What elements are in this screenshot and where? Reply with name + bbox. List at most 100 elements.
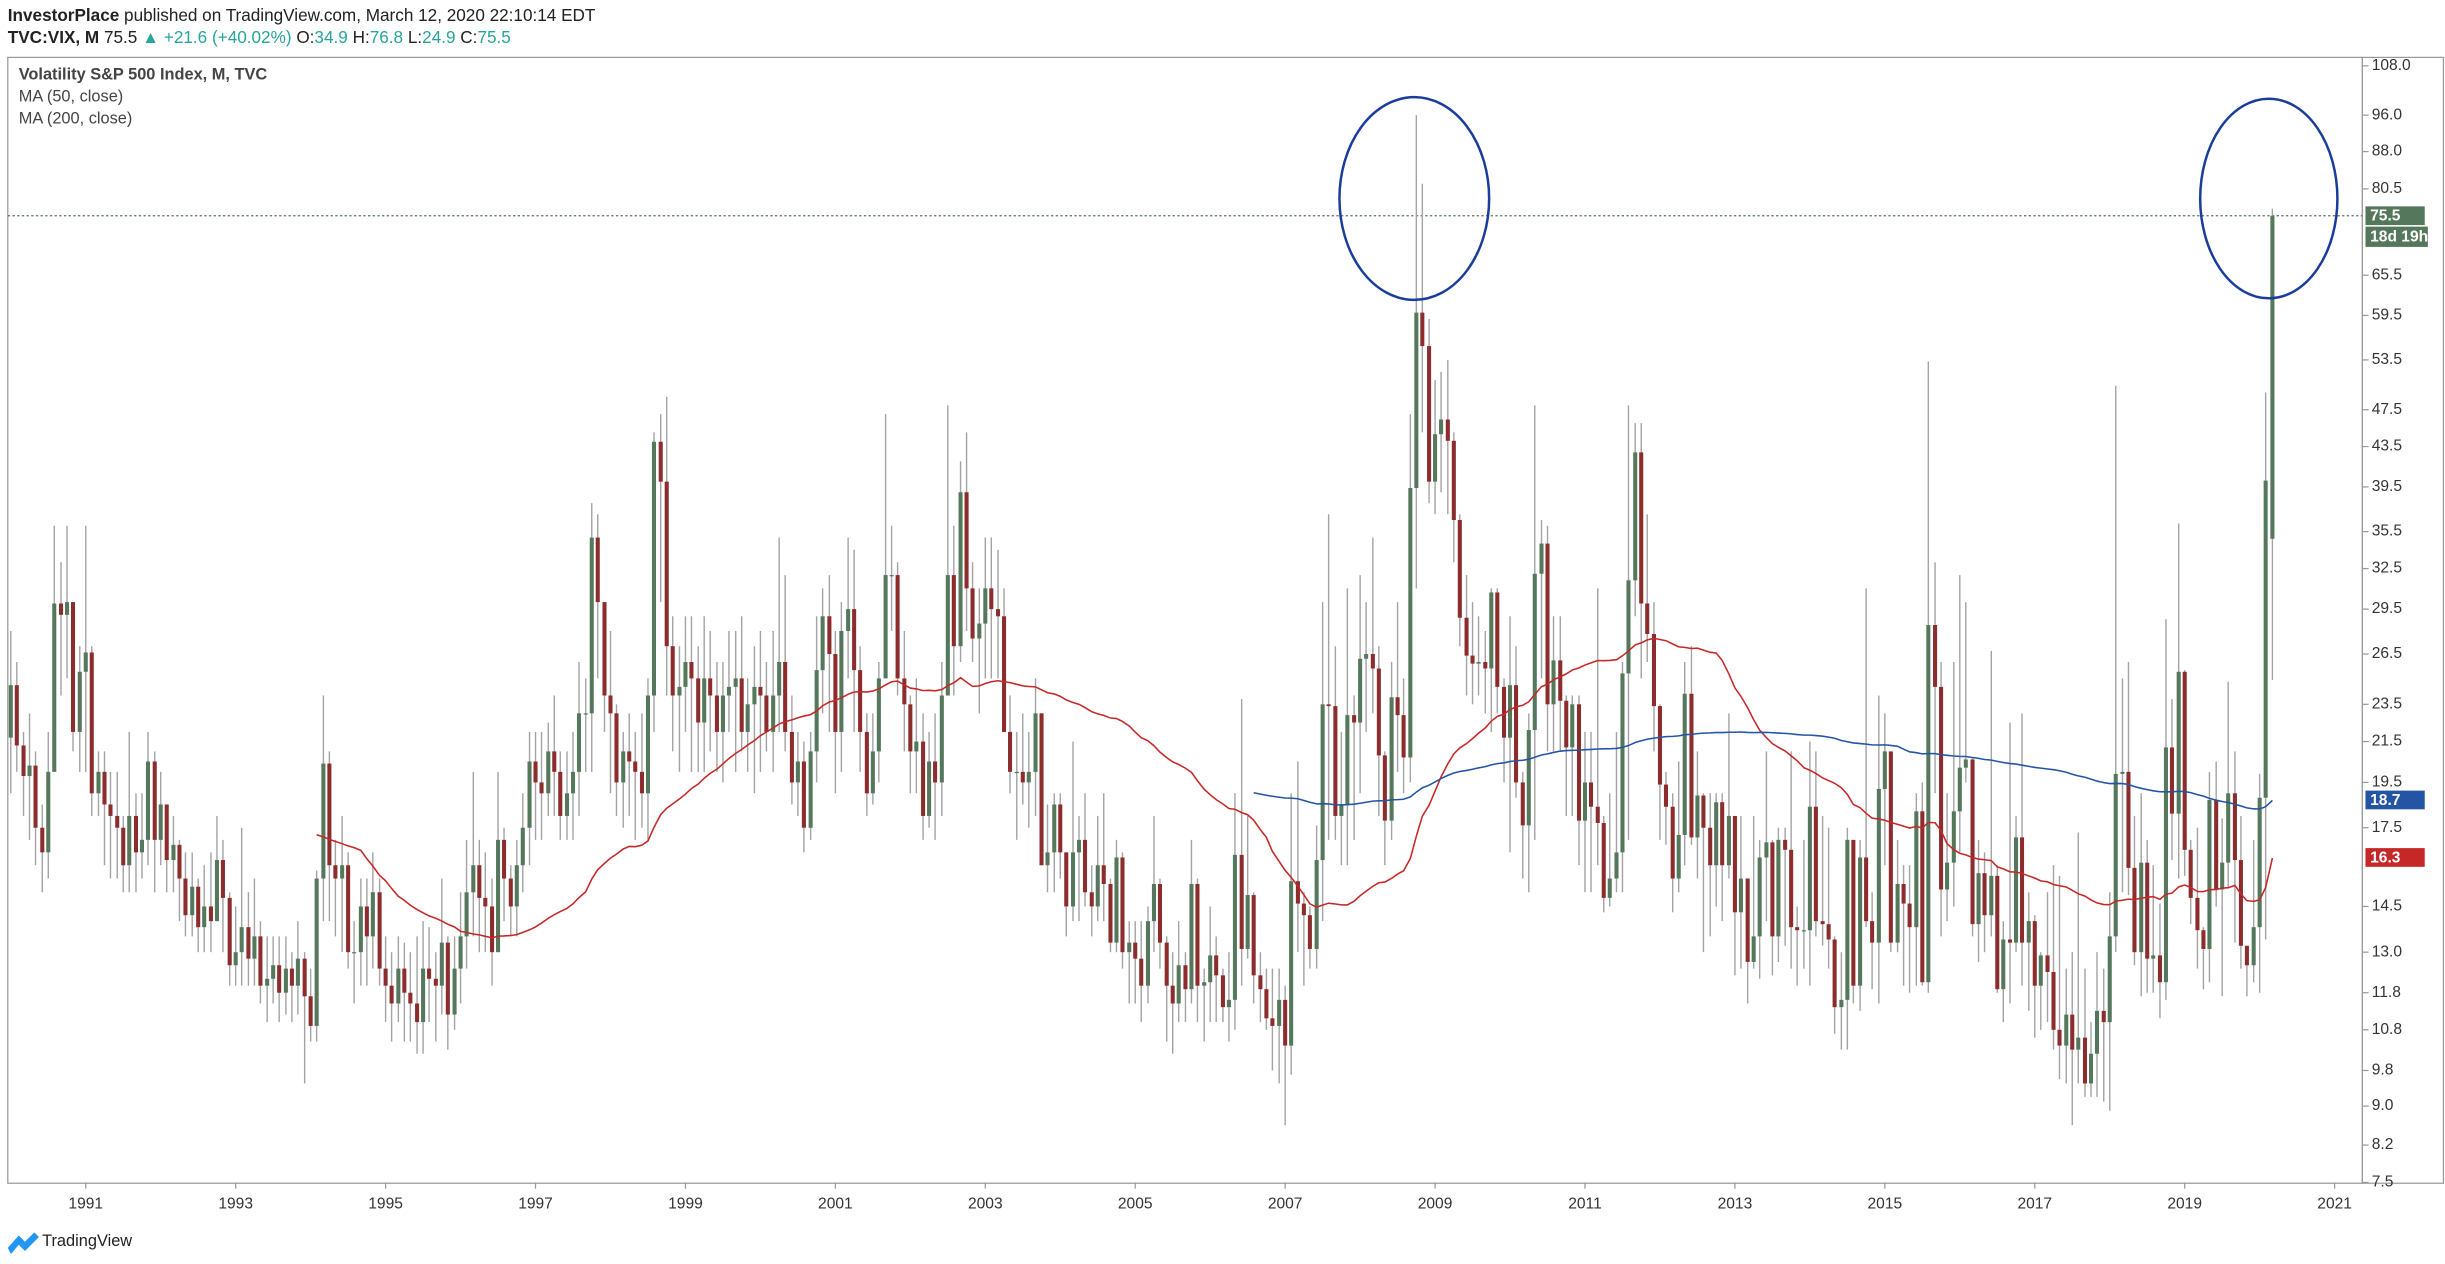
candle-body — [1476, 661, 1481, 664]
candle-body — [2064, 1014, 2069, 1046]
candle-body — [1689, 693, 1694, 838]
candle-body — [1826, 924, 1831, 940]
candle-body — [1058, 804, 1063, 853]
candle-body — [1895, 883, 1900, 943]
candle-body — [2238, 860, 2243, 946]
candle-body — [77, 671, 82, 732]
candle-body — [1420, 312, 1425, 347]
ohlc-label: C: — [460, 26, 477, 46]
candle-body — [546, 751, 551, 794]
candle-body — [1851, 839, 1856, 986]
candle-body — [645, 695, 651, 794]
candle-body — [1052, 804, 1057, 853]
candle-body — [1582, 782, 1588, 821]
candle-body — [333, 865, 338, 879]
y-tick-label: 108.0 — [2372, 57, 2411, 74]
candle-body — [89, 652, 94, 794]
candle-body — [1457, 519, 1462, 618]
candle-body — [677, 686, 682, 696]
candle-body — [1864, 857, 1869, 922]
moving-average-line — [1253, 731, 2273, 810]
candle-body — [1770, 842, 1775, 937]
candle-body — [595, 537, 600, 603]
candle-body — [1726, 815, 1731, 866]
candle-body — [570, 771, 576, 794]
candle-body — [1451, 440, 1456, 520]
candle-body — [720, 695, 725, 732]
y-tick-label: 11.8 — [2372, 984, 2401, 1001]
candle-body — [1907, 903, 1912, 928]
candle-body — [1783, 839, 1788, 850]
y-tick-label: 26.5 — [2372, 645, 2403, 662]
candle-body — [795, 761, 800, 783]
y-tick-label: 65.5 — [2372, 266, 2403, 283]
candle-body — [1795, 927, 1800, 931]
x-tick-label: 2019 — [2167, 1195, 2202, 1212]
candle-body — [2088, 1053, 2094, 1084]
candle-body — [996, 609, 1001, 617]
candle-body — [614, 713, 619, 783]
candle-body — [1914, 811, 1919, 928]
candle-body — [115, 815, 120, 828]
candle-body — [2107, 936, 2112, 1023]
candle-body — [145, 761, 151, 840]
candle-body — [364, 906, 369, 937]
candle-body — [1264, 989, 1269, 1019]
candle-body — [502, 839, 507, 879]
candle-body — [745, 704, 750, 732]
candle-body — [2151, 955, 2156, 959]
candle-body — [2057, 1029, 2062, 1046]
candle-body — [1239, 854, 1244, 949]
x-tick-label: 2003 — [968, 1195, 1003, 1212]
candle-body — [1976, 873, 1981, 925]
candle-body — [1807, 806, 1812, 931]
y-tick-label: 29.5 — [2372, 600, 2403, 617]
candle-body — [639, 771, 645, 794]
candle-body — [21, 745, 26, 777]
candle-body — [552, 751, 557, 772]
candle-body — [2195, 897, 2200, 931]
x-tick-label: 2013 — [1718, 1195, 1753, 1212]
candle-body — [864, 731, 869, 794]
candle-body — [458, 936, 463, 969]
candle-body — [1401, 715, 1406, 758]
candle-body — [1926, 625, 1931, 983]
indicator-badge-bg — [2365, 790, 2425, 810]
candle-body — [1108, 883, 1113, 943]
candle-body — [1389, 697, 1394, 821]
candle-body — [1714, 802, 1719, 866]
candle-body — [1002, 616, 1007, 732]
candle-body — [2263, 480, 2268, 798]
candle-body — [496, 839, 501, 953]
candle-body — [377, 892, 382, 969]
candle-body — [1101, 865, 1106, 884]
candle-body — [1957, 767, 1962, 812]
candle-body — [1283, 999, 1288, 1046]
candle-body — [539, 782, 544, 794]
candle-body — [2045, 955, 2050, 972]
candle-body — [1295, 881, 1300, 904]
candle-body — [1651, 633, 1656, 707]
candle-body — [758, 686, 763, 696]
candle-body — [1120, 857, 1125, 953]
candle-body — [452, 968, 457, 1015]
candle-body — [1127, 942, 1132, 953]
candle-body — [1870, 921, 1875, 943]
candle-body — [771, 695, 776, 732]
candle-body — [858, 670, 863, 732]
candle-body — [1226, 999, 1231, 1008]
candle-body — [808, 751, 813, 828]
candle-body — [370, 892, 375, 937]
candle-body — [196, 886, 201, 928]
candle-body — [1289, 881, 1294, 1046]
candle-body — [1545, 543, 1550, 705]
candle-body — [1214, 955, 1219, 976]
candle-body — [1526, 730, 1531, 826]
candle-body — [33, 765, 38, 828]
candle-body — [2176, 671, 2181, 814]
y-tick-label: 19.5 — [2372, 774, 2403, 791]
y-tick-label: 88.0 — [2372, 143, 2403, 160]
candle-body — [1701, 795, 1706, 828]
x-tick-label: 2005 — [1118, 1195, 1153, 1212]
